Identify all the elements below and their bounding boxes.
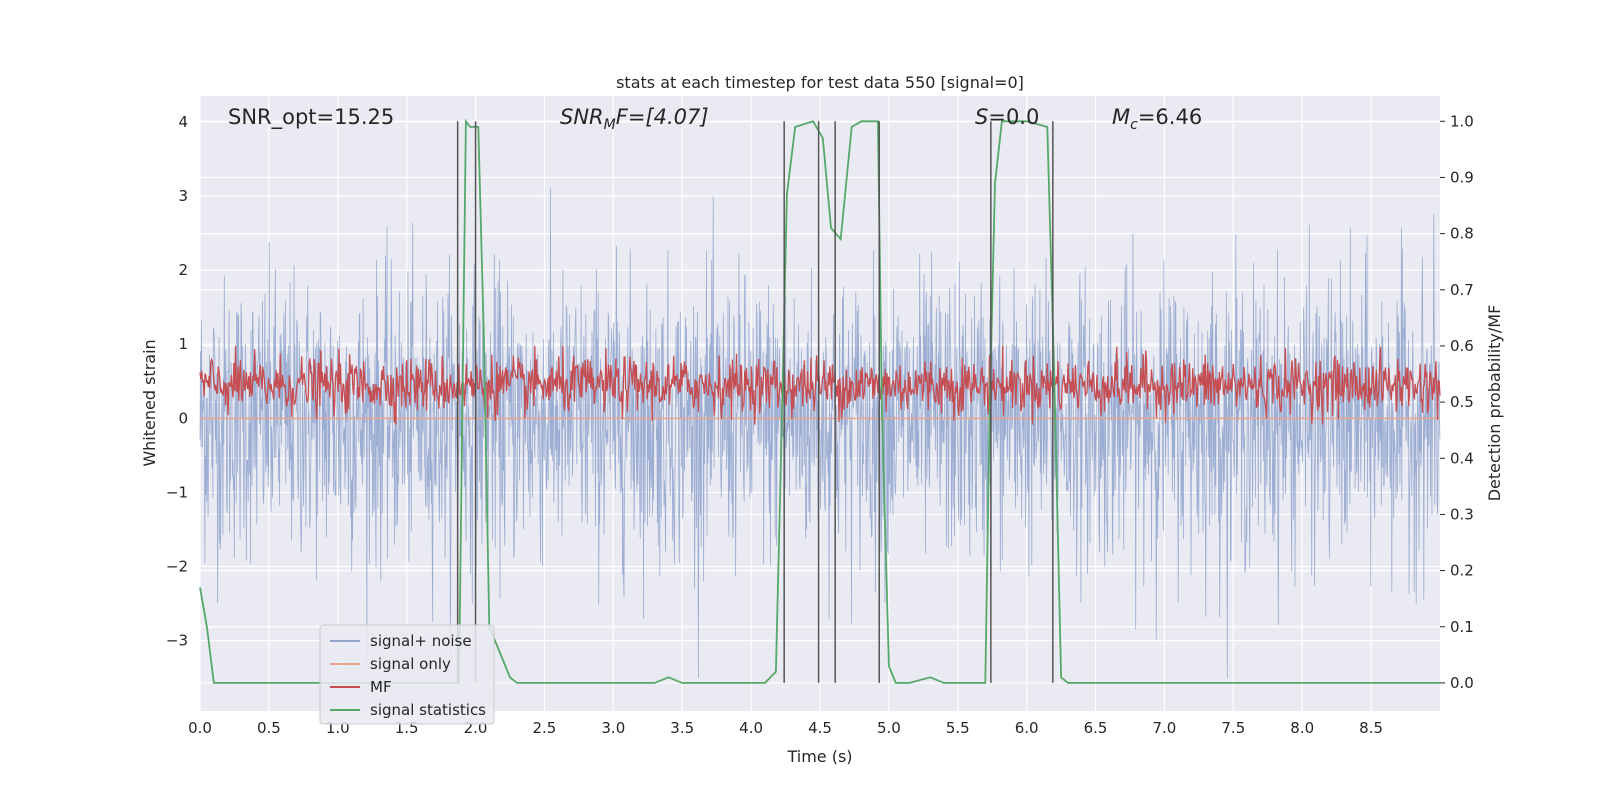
series-layer: [199, 118, 1441, 684]
y-tick-label-left: −3: [166, 632, 188, 650]
y-tick-label-right: 0.6: [1450, 337, 1474, 355]
y-axis-left-ticks: −3 −2 −1 0 1 2 3 4: [166, 113, 188, 650]
x-tick-label: 4.5: [808, 719, 832, 737]
legend: signal+ noise signal only MF signal statist…: [319, 624, 495, 725]
y-tick-label-left: −2: [166, 558, 188, 576]
y-tick-label-right: 0.8: [1450, 225, 1474, 243]
x-tick-label: 5.0: [877, 719, 901, 737]
legend-label: signal only: [370, 655, 451, 673]
y-tick-label-right: 0.9: [1450, 168, 1474, 186]
y-tick-label-right: 0.0: [1450, 674, 1474, 692]
x-tick-label: 3.0: [601, 719, 625, 737]
x-tick-label: 7.0: [1153, 719, 1177, 737]
x-axis-label: Time (s): [786, 747, 852, 766]
x-tick-label: 0.0: [188, 719, 212, 737]
x-tick-label: 8.0: [1290, 719, 1314, 737]
y-tick-label-left: 1: [178, 335, 188, 353]
y-tick-label-right: 0.4: [1450, 449, 1474, 467]
y-tick-label-left: −1: [166, 483, 188, 501]
annotation-snr-mf: SNRMF=[4.07]: [560, 105, 709, 133]
y-tick-label-right: 0.2: [1450, 562, 1474, 580]
x-tick-label: 5.5: [946, 719, 970, 737]
chart-title: stats at each timestep for test data 550…: [616, 73, 1024, 92]
y-axis-right-ticks: 0.0 0.1 0.2 0.3 0.4 0.5 0.6 0.7 0.8 0.9 1.0: [1440, 112, 1474, 692]
x-tick-label: 6.5: [1084, 719, 1108, 737]
vertical-markers: [456, 121, 1054, 683]
y-axis-left-label: Whitened strain: [140, 339, 159, 466]
x-tick-label: 6.0: [1015, 719, 1039, 737]
x-tick-label: 2.5: [533, 719, 557, 737]
y-tick-label-right: 0.1: [1450, 618, 1474, 636]
x-tick-label: 7.5: [1221, 719, 1245, 737]
annotation-s-value: S=0.0: [975, 105, 1039, 129]
x-tick-label: 0.5: [257, 719, 281, 737]
series-mf: [199, 345, 1441, 425]
y-tick-label-right: 1.0: [1450, 112, 1474, 130]
y-tick-label-left: 4: [178, 113, 188, 131]
x-tick-label: 4.0: [739, 719, 763, 737]
y-axis-right-label: Detection probability/MF: [1485, 305, 1504, 502]
x-tick-label: 3.5: [670, 719, 694, 737]
annotation-mc: Mc=6.46: [1112, 105, 1202, 133]
legend-label: signal+ noise: [370, 632, 472, 650]
annotation-snr-opt: SNR_opt=15.25: [228, 105, 394, 130]
legend-label: signal statistics: [370, 701, 486, 719]
legend-box: [319, 624, 495, 725]
x-tick-label: 8.5: [1359, 719, 1383, 737]
y-tick-label-right: 0.3: [1450, 505, 1474, 523]
legend-label: MF: [370, 678, 392, 696]
y-tick-label-left: 3: [178, 187, 188, 205]
y-tick-label-left: 2: [178, 261, 188, 279]
series-signal-statistics: [199, 118, 1440, 684]
y-tick-label-right: 0.5: [1450, 393, 1474, 411]
y-tick-label-left: 0: [178, 409, 188, 427]
y-tick-label-right: 0.7: [1450, 281, 1474, 299]
